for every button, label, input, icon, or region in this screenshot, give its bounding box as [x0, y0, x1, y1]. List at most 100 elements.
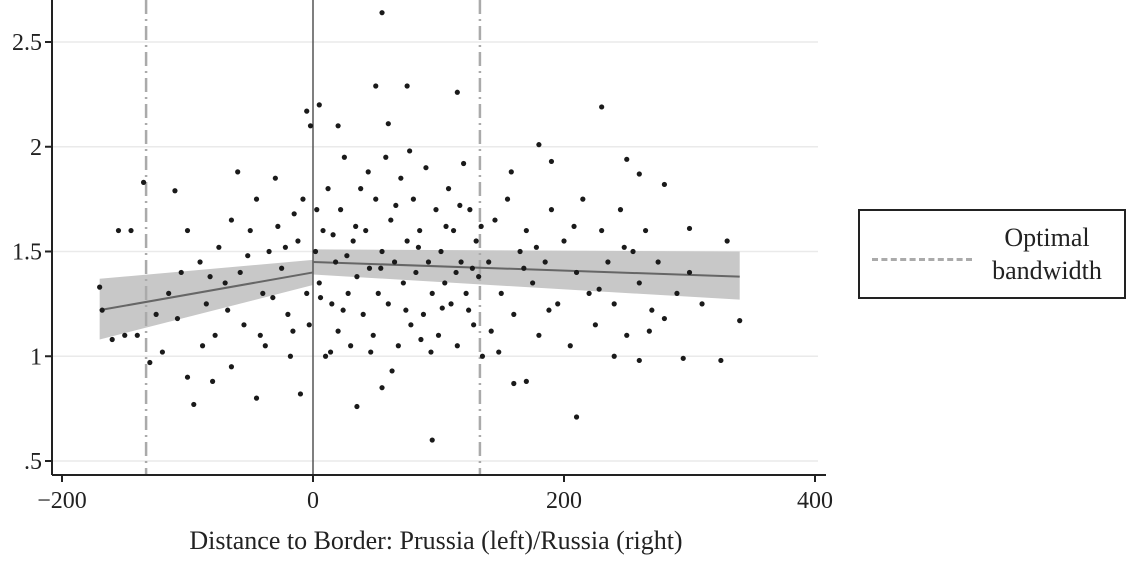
data-point — [473, 238, 479, 244]
data-point — [325, 186, 331, 192]
data-point — [611, 353, 617, 359]
data-point — [548, 207, 555, 213]
data-point — [306, 322, 312, 328]
data-point — [345, 290, 351, 296]
data-point — [332, 259, 339, 265]
data-point — [407, 148, 413, 154]
data-point — [439, 305, 445, 311]
data-point — [314, 207, 320, 213]
data-point — [408, 322, 414, 328]
data-point — [661, 181, 668, 188]
data-point — [442, 280, 448, 286]
data-point — [398, 175, 404, 181]
data-point — [287, 353, 294, 359]
data-point — [580, 196, 586, 202]
data-point — [344, 253, 350, 259]
data-point — [253, 395, 260, 401]
data-point — [166, 290, 172, 296]
data-point — [636, 171, 642, 177]
data-point — [646, 328, 652, 334]
data-point — [624, 332, 630, 338]
data-point — [174, 315, 181, 322]
data-point — [383, 154, 389, 160]
data-point — [571, 223, 577, 229]
data-point — [592, 322, 598, 328]
data-point — [363, 227, 369, 234]
data-point — [322, 353, 329, 359]
data-point — [674, 290, 680, 296]
data-point — [285, 311, 291, 317]
data-point — [203, 301, 209, 307]
data-point — [379, 248, 385, 255]
data-point — [413, 269, 419, 276]
data-points — [97, 10, 743, 443]
data-point — [429, 290, 435, 296]
data-point — [567, 343, 573, 349]
data-point — [476, 274, 482, 280]
data-point — [605, 259, 611, 265]
data-point — [428, 349, 434, 355]
data-point — [199, 343, 206, 349]
data-point — [496, 349, 502, 355]
data-point — [373, 196, 379, 202]
data-point — [479, 353, 486, 359]
data-point — [330, 232, 336, 238]
data-point — [115, 227, 122, 234]
data-point — [260, 290, 266, 296]
data-point — [686, 269, 693, 276]
data-point — [153, 311, 159, 317]
data-point — [235, 169, 241, 175]
data-point — [395, 343, 401, 349]
legend-dash-dot-swatch — [872, 258, 972, 261]
data-point — [599, 104, 605, 110]
data-point — [737, 318, 743, 324]
data-point — [320, 227, 326, 234]
data-point — [184, 227, 191, 234]
data-point — [253, 196, 260, 202]
data-point — [488, 328, 494, 334]
data-point — [316, 280, 322, 286]
data-point — [655, 259, 661, 265]
data-point — [555, 301, 561, 307]
data-point — [282, 244, 288, 250]
data-point — [210, 378, 216, 384]
data-point — [140, 179, 147, 185]
data-point — [366, 265, 373, 271]
data-point — [228, 364, 235, 370]
data-point — [389, 368, 395, 374]
data-point — [272, 175, 278, 181]
data-point — [147, 359, 153, 366]
data-point — [636, 357, 642, 364]
data-point — [338, 207, 344, 213]
data-point — [360, 311, 366, 317]
data-point — [241, 322, 247, 328]
x-axis-title: Distance to Border: Prussia (left)/Russi… — [189, 526, 683, 555]
data-point — [340, 307, 346, 313]
data-point — [530, 280, 536, 286]
data-point — [410, 196, 416, 202]
fit-line-left — [99, 271, 314, 312]
data-point — [373, 83, 379, 89]
data-point — [341, 154, 347, 160]
data-point — [385, 301, 391, 307]
legend-label-line2: bandwidth — [992, 256, 1102, 285]
y-tick-label: 2 — [30, 135, 42, 161]
data-point — [478, 223, 484, 229]
data-point — [245, 253, 251, 259]
data-point — [621, 244, 627, 250]
data-point — [404, 238, 410, 244]
data-point — [391, 259, 398, 265]
data-point — [471, 322, 477, 328]
data-point — [517, 248, 523, 255]
data-point — [508, 169, 514, 175]
data-point — [379, 10, 385, 16]
data-point — [492, 217, 498, 223]
data-point — [617, 207, 624, 213]
data-point — [454, 89, 460, 95]
data-point — [295, 238, 301, 244]
data-point — [348, 343, 354, 349]
confidence-bands — [99, 249, 740, 340]
confidence-band-right — [313, 249, 740, 300]
data-point — [450, 227, 457, 234]
data-point — [417, 227, 423, 234]
